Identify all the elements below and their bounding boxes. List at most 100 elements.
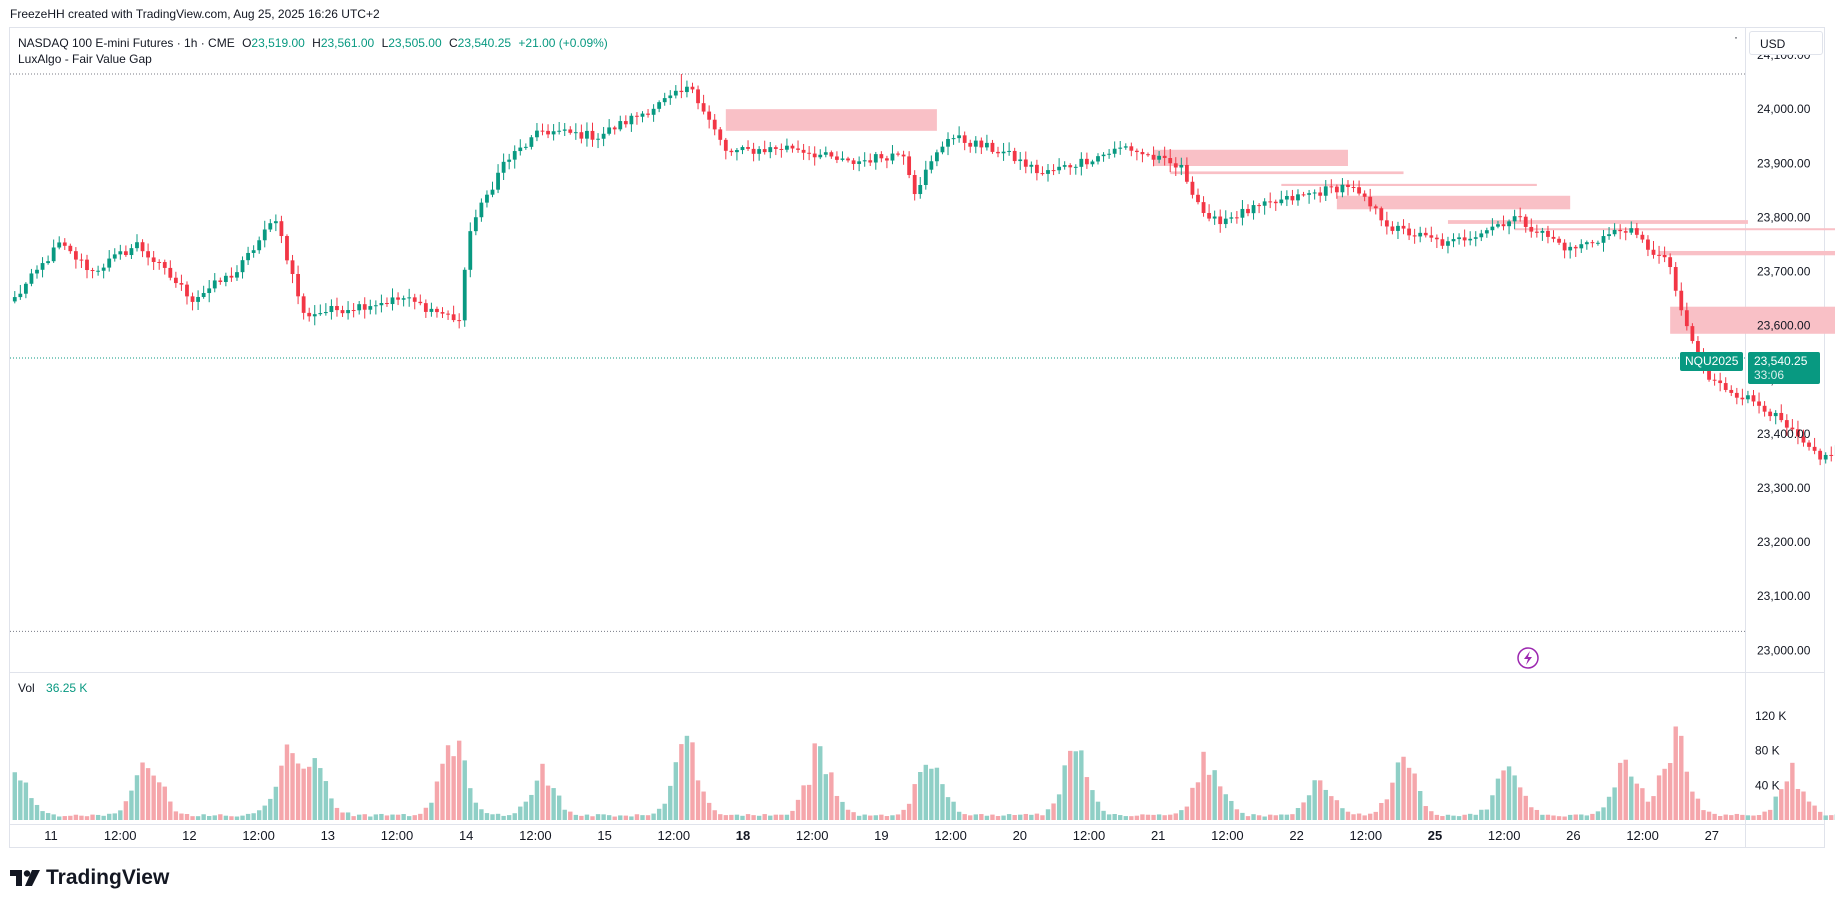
candle-body <box>1229 217 1234 219</box>
fvg-layer <box>725 109 1835 334</box>
candle-body <box>123 251 128 256</box>
symbol-title: NASDAQ 100 E-mini Futures · 1h · CME <box>18 36 235 50</box>
volume-bar <box>1451 815 1456 820</box>
candle <box>1568 242 1573 259</box>
candle-layer <box>12 74 1835 466</box>
volume-bar <box>1045 809 1051 820</box>
candle-body <box>185 284 189 297</box>
candle <box>57 236 62 250</box>
volume-bar <box>1440 816 1445 820</box>
tradingview-logo[interactable]: TradingView <box>10 866 169 890</box>
volume-bar <box>912 784 917 820</box>
candle <box>1234 211 1239 224</box>
volume-bar <box>1501 770 1506 820</box>
candle <box>151 251 156 270</box>
volume-bar <box>1095 801 1101 820</box>
candle-body <box>729 150 734 153</box>
volume-bar <box>1290 814 1295 820</box>
volume-bar <box>101 815 106 820</box>
symbol-legend[interactable]: NASDAQ 100 E-mini Futures · 1h · CME O23… <box>18 36 612 50</box>
candle-body <box>1601 236 1606 243</box>
volume-bar <box>1456 816 1462 820</box>
volume-bar <box>795 799 801 820</box>
volume-bar <box>779 814 784 820</box>
volume-bar <box>1695 798 1701 820</box>
volume-bar <box>84 816 90 820</box>
candle-body <box>762 149 767 153</box>
volume-bar <box>1168 814 1173 820</box>
volume-bar <box>1379 802 1384 820</box>
volume-bar <box>1062 765 1067 820</box>
volume-bar <box>1206 774 1212 820</box>
indicator-legend[interactable]: LuxAlgo - Fair Value Gap <box>18 52 152 66</box>
currency-selector[interactable]: USD <box>1749 31 1823 55</box>
volume-bar <box>929 768 934 820</box>
symbol-price-badge: NQU2025 <box>1680 352 1744 371</box>
candle-body <box>557 130 562 132</box>
candle-body <box>1590 242 1595 244</box>
volume-bar <box>1295 808 1301 820</box>
volume-bar <box>179 813 184 820</box>
candle <box>246 246 250 265</box>
candle <box>935 149 939 167</box>
candle-body <box>585 130 589 139</box>
bearish-fvg-zone <box>1670 306 1835 334</box>
volume-bar <box>1401 756 1406 820</box>
candle <box>201 285 206 299</box>
candle <box>1162 146 1167 166</box>
candle-body <box>629 115 634 125</box>
lightning-icon[interactable] <box>1517 647 1539 669</box>
volume-legend[interactable]: Vol 36.25 K <box>18 681 87 695</box>
candle <box>1529 218 1534 238</box>
volume-bar <box>606 815 612 820</box>
candle <box>296 265 300 305</box>
volume-bar <box>1334 800 1340 820</box>
candle-body <box>401 298 406 300</box>
candle-body <box>1501 224 1506 227</box>
candle <box>251 245 256 258</box>
candle-body <box>1429 235 1434 238</box>
candle-body <box>1134 150 1139 153</box>
candle-body <box>751 148 756 154</box>
volume-bar <box>601 814 606 820</box>
candle-body <box>335 305 339 311</box>
candle <box>1318 186 1323 203</box>
volume-bar <box>1068 750 1073 820</box>
volume-bar <box>979 814 984 820</box>
candle-body <box>1784 420 1789 428</box>
candle-body <box>1790 427 1795 430</box>
candle-body <box>373 305 378 307</box>
volume-bar <box>1517 787 1523 820</box>
candle <box>1562 239 1567 259</box>
volume-bar <box>1495 778 1501 820</box>
volume-bar <box>1467 813 1473 820</box>
volume-bar <box>273 786 279 820</box>
tradingview-logo-icon <box>10 870 40 886</box>
volume-bar <box>706 802 712 820</box>
candle <box>546 124 550 139</box>
volume-bar <box>329 798 334 820</box>
price-axis[interactable]: 23,000.00 23,100.00 23,200.00 23,300.00 23,4… <box>1757 48 1811 657</box>
volume-bar <box>1667 763 1673 820</box>
volume-bar <box>1390 782 1395 820</box>
volume-bar <box>429 802 434 820</box>
candle-body <box>623 121 628 125</box>
more-dots-icon[interactable]: · <box>1734 30 1738 44</box>
candle-body <box>1757 401 1761 406</box>
candle <box>418 294 423 306</box>
candle <box>973 136 978 154</box>
price-tick-label: 23,700.00 <box>1757 265 1811 279</box>
candle <box>18 284 23 300</box>
candle-body <box>979 140 984 148</box>
candle <box>685 80 689 98</box>
candle <box>1668 253 1673 275</box>
candle <box>457 313 462 329</box>
candle <box>207 280 212 303</box>
candle <box>523 143 528 150</box>
candle-body <box>485 194 489 203</box>
candle-body <box>1168 158 1173 164</box>
volume-bar <box>1423 806 1428 820</box>
time-axis[interactable]: 11 12:00 12 12:00 13 12:00 14 12:00 15 12:00 18 12:… <box>44 828 1719 843</box>
candle <box>1390 221 1395 235</box>
